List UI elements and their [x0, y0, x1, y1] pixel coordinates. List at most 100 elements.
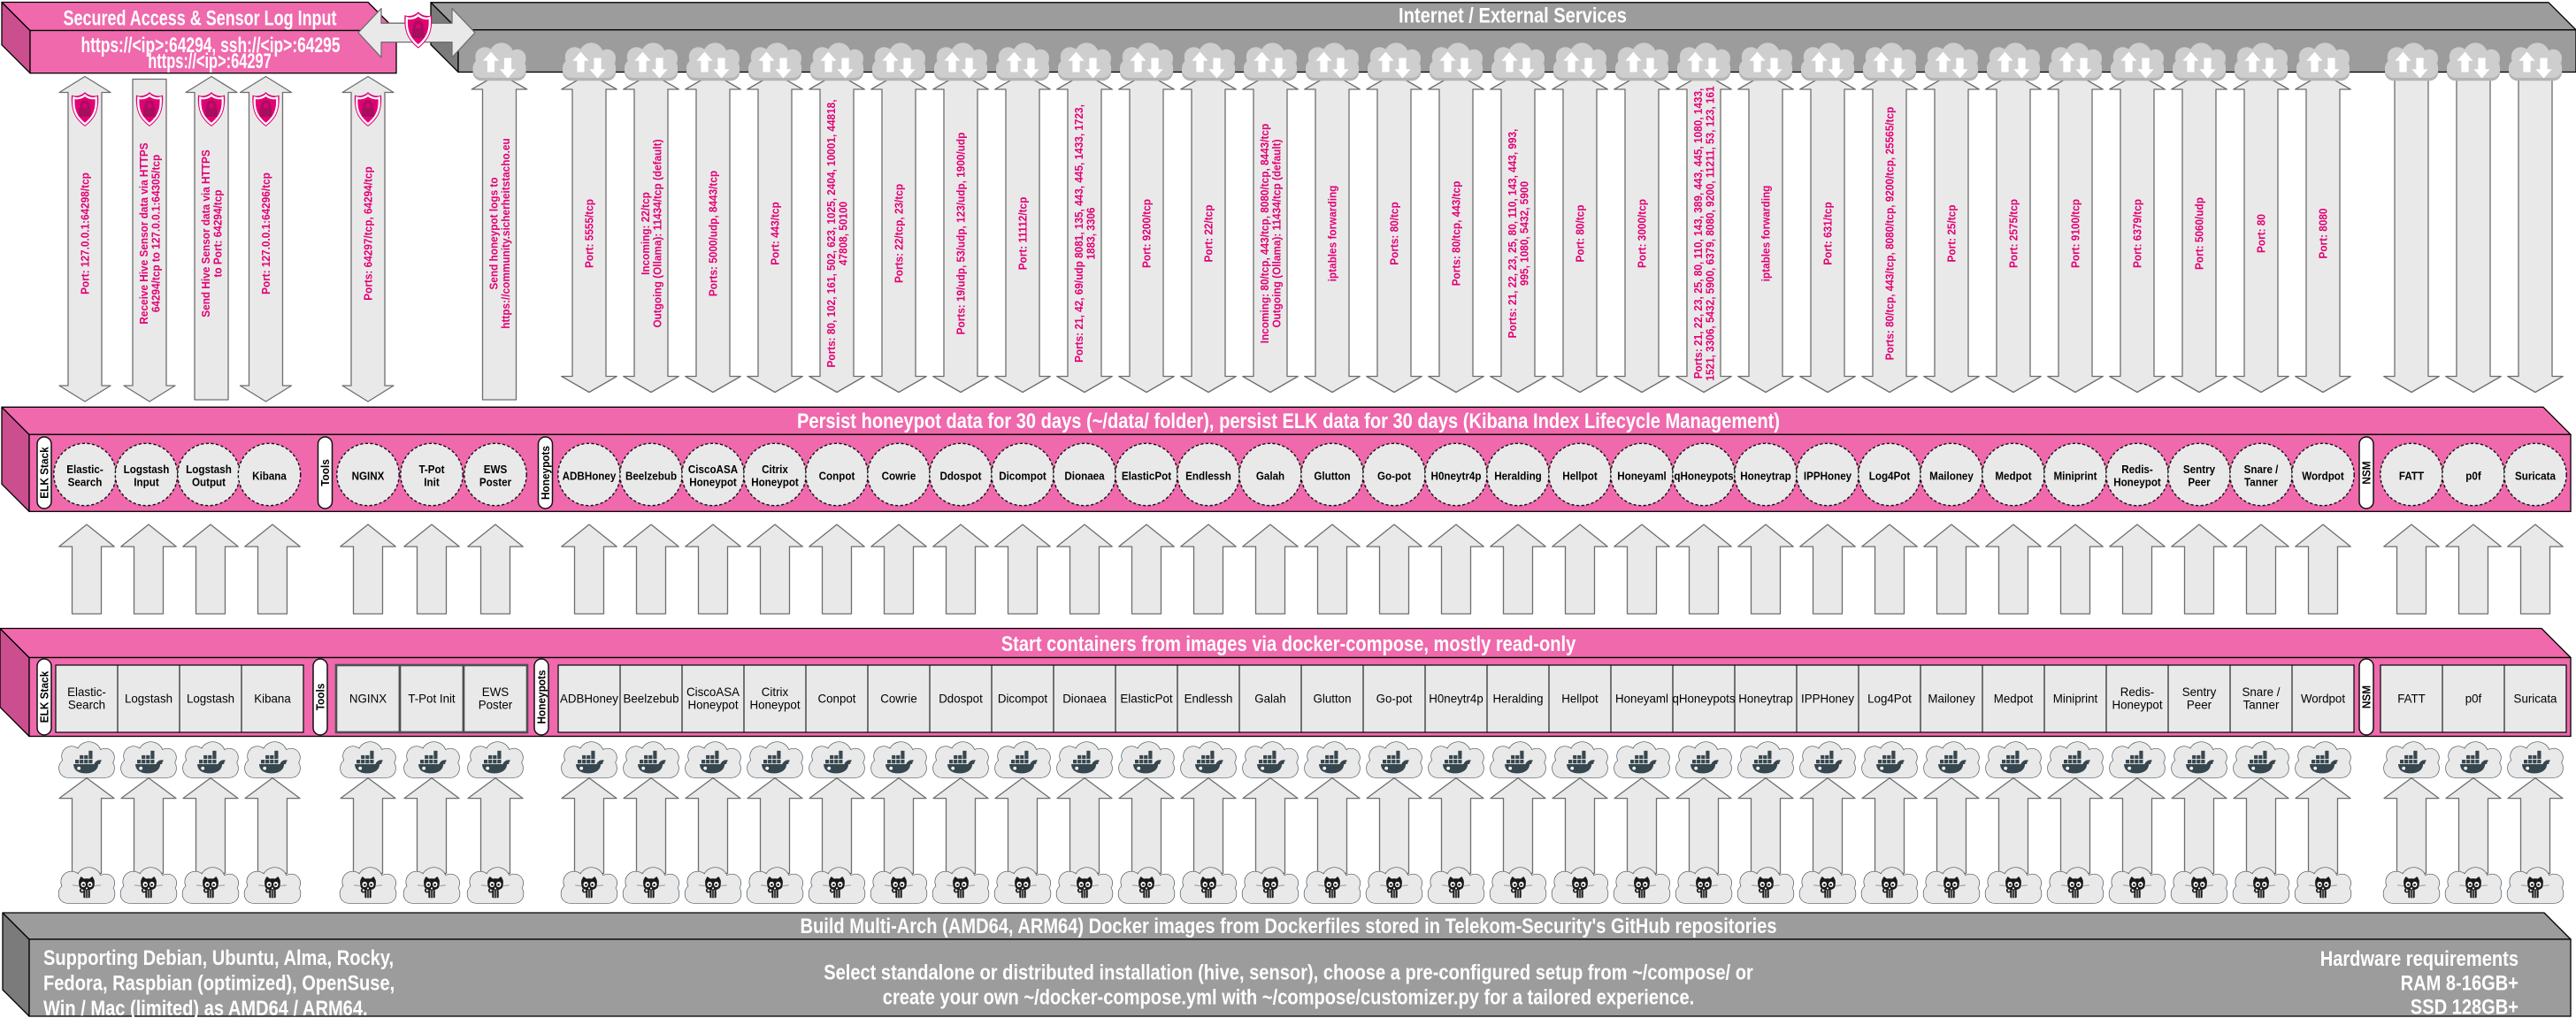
svg-text:Kibana: Kibana: [254, 691, 291, 705]
svg-text:Honeytrap: Honeytrap: [1740, 470, 1791, 482]
svg-text:Poster: Poster: [479, 698, 513, 712]
svg-text:ADBHoney: ADBHoney: [560, 691, 618, 705]
svg-text:T-Pot Init: T-Pot Init: [408, 691, 455, 705]
svg-text:Port: 11112/tcp: Port: 11112/tcp: [1016, 197, 1030, 271]
svg-text:Heralding: Heralding: [1493, 691, 1544, 705]
svg-text:Port: 9100/tcp: Port: 9100/tcp: [2069, 199, 2082, 268]
svg-text:Suricata: Suricata: [2515, 470, 2557, 482]
svg-text:iptables forwarding: iptables forwarding: [1760, 186, 1773, 282]
svg-text:Win / Mac (limited) as AMD64 /: Win / Mac (limited) as AMD64 / ARM64.: [43, 997, 368, 1018]
svg-text:Port: 3000/tcp: Port: 3000/tcp: [1636, 199, 1649, 268]
svg-text:Supporting Debian, Ubuntu, Alm: Supporting Debian, Ubuntu, Alma, Rocky,: [43, 946, 394, 970]
svg-text:47808, 50100: 47808, 50100: [836, 202, 849, 265]
svg-text:Redis-: Redis-: [2120, 685, 2155, 699]
svg-text:Hellpot: Hellpot: [1561, 691, 1598, 705]
svg-text:ADBHoney: ADBHoney: [563, 470, 617, 482]
svg-text:Port: 443/tcp: Port: 443/tcp: [769, 202, 782, 264]
svg-text:p0f: p0f: [2465, 470, 2481, 482]
svg-text:Internet / External Services: Internet / External Services: [1399, 4, 1627, 28]
svg-text:Citrix: Citrix: [762, 685, 788, 699]
svg-text:Ports: 5000/udp, 8443/tcp: Ports: 5000/udp, 8443/tcp: [707, 171, 720, 296]
svg-text:T-Pot: T-Pot: [418, 463, 445, 476]
svg-text:Honeypot: Honeypot: [751, 477, 799, 489]
svg-text:CiscoASA: CiscoASA: [688, 463, 738, 476]
svg-text:Honeypots: Honeypots: [539, 446, 552, 500]
svg-text:Honeypot: Honeypot: [749, 698, 800, 712]
svg-text:NGINX: NGINX: [352, 470, 385, 482]
svg-text:Fedora, Raspbian (optimized),: Fedora, Raspbian (optimized), OpenSuse,: [43, 972, 395, 996]
svg-text:Snare /: Snare /: [2244, 463, 2279, 476]
svg-text:https://<ip>:64297: https://<ip>:64297: [148, 50, 272, 73]
svg-text:Port: 5555/tcp: Port: 5555/tcp: [583, 199, 596, 268]
svg-text:Go-pot: Go-pot: [1376, 691, 1413, 705]
svg-text:Port: 127.0.0.1:64298/tcp: Port: 127.0.0.1:64298/tcp: [79, 172, 92, 295]
svg-text:Hellpot: Hellpot: [1562, 470, 1598, 482]
svg-text:Outgoing (Ollama): 11434/tcp (: Outgoing (Ollama): 11434/tcp (default): [1269, 140, 1283, 328]
svg-text:https://community.sicherheitst: https://community.sicherheitstacho.eu: [499, 138, 512, 328]
svg-text:Init: Init: [424, 477, 440, 489]
svg-text:Ports: 22/tcp, 23/tcp: Ports: 22/tcp, 23/tcp: [893, 184, 906, 283]
svg-text:Port: 2575/tcp: Port: 2575/tcp: [2007, 199, 2020, 268]
svg-text:Port: 22/tcp: Port: 22/tcp: [1202, 204, 1215, 262]
svg-text:Mailoney: Mailoney: [1929, 470, 1974, 482]
svg-text:Build Multi-Arch (AMD64, ARM64: Build Multi-Arch (AMD64, ARM64) Docker i…: [801, 915, 1777, 938]
svg-text:Miniprint: Miniprint: [2053, 470, 2097, 482]
svg-text:Glutton: Glutton: [1314, 691, 1352, 705]
svg-text:Ports: 80/tcp, 443/tcp, 8080/t: Ports: 80/tcp, 443/tcp, 8080/tcp, 9200/t…: [1883, 107, 1897, 361]
svg-text:Secured Access & Sensor Log In: Secured Access & Sensor Log Input: [64, 7, 337, 31]
svg-text:Wordpot: Wordpot: [2302, 470, 2344, 482]
svg-text:ELK Stack: ELK Stack: [38, 447, 51, 499]
svg-text:Wordpot: Wordpot: [2301, 691, 2345, 705]
svg-text:Log4Pot: Log4Pot: [1869, 470, 1911, 482]
svg-text:Port: 9200/tcp: Port: 9200/tcp: [1140, 199, 1154, 268]
svg-text:RAM 8-16GB+: RAM 8-16GB+: [2401, 971, 2518, 995]
svg-text:Output: Output: [192, 477, 226, 489]
svg-text:Send Hive Sensor data via HTTP: Send Hive Sensor data via HTTPS: [199, 149, 212, 318]
svg-text:IPPHoney: IPPHoney: [1801, 691, 1854, 705]
svg-text:Poster: Poster: [479, 477, 511, 489]
svg-text:Peer: Peer: [2187, 698, 2212, 712]
svg-text:Incoming: 80/tcp, 443/tcp, 808: Incoming: 80/tcp, 443/tcp, 8080/tcp, 844…: [1258, 124, 1271, 343]
svg-text:Medpot: Medpot: [1995, 470, 2032, 482]
svg-text:Hardware requirements: Hardware requirements: [2320, 947, 2518, 971]
svg-text:Peer: Peer: [2188, 477, 2210, 489]
svg-text:p0f: p0f: [2465, 691, 2482, 705]
svg-text:Port: 6379/tcp: Port: 6379/tcp: [2131, 199, 2144, 268]
svg-text:Tanner: Tanner: [2243, 698, 2280, 712]
svg-text:Cowrie: Cowrie: [882, 470, 916, 482]
svg-text:to Port: 64294/tcp: to Port: 64294/tcp: [211, 189, 224, 277]
svg-text:64294/tcp to 127.0.0.1:64305/t: 64294/tcp to 127.0.0.1:64305/tcp: [149, 155, 162, 312]
svg-text:ElasticPot: ElasticPot: [1120, 691, 1172, 705]
svg-text:create your own ~/docker-compo: create your own ~/docker-compose.yml wit…: [883, 986, 1694, 1010]
svg-text:Honeyaml: Honeyaml: [1617, 470, 1667, 482]
svg-text:Kibana: Kibana: [252, 470, 288, 482]
svg-text:1521, 3306, 5432, 5900, 6379,: 1521, 3306, 5432, 5900, 6379, 8080, 9200…: [1703, 86, 1716, 380]
svg-text:https://<ip>:64294, ssh://<ip>: https://<ip>:64294, ssh://<ip>:64295: [81, 34, 341, 57]
svg-text:Port: 80/tcp: Port: 80/tcp: [1574, 204, 1587, 262]
svg-text:Dionaea: Dionaea: [1064, 470, 1105, 482]
svg-text:Log4Pot: Log4Pot: [1867, 691, 1912, 705]
svg-text:1883, 3306: 1883, 3306: [1084, 208, 1097, 260]
svg-text:Elastic-: Elastic-: [66, 463, 103, 476]
svg-text:Start containers from images v: Start containers from images via docker-…: [1001, 632, 1576, 656]
svg-text:Port: 25/tcp: Port: 25/tcp: [1945, 204, 1959, 262]
svg-text:FATT: FATT: [2399, 470, 2425, 482]
svg-text:Galah: Galah: [1254, 691, 1286, 705]
svg-text:Suricata: Suricata: [2514, 691, 2557, 705]
svg-text:Ddospot: Ddospot: [939, 470, 982, 482]
svg-text:Honeytrap: Honeytrap: [1738, 691, 1793, 705]
svg-text:Ports: 80, 102, 161, 502, 623,: Ports: 80, 102, 161, 502, 623, 1025, 240…: [824, 100, 838, 368]
svg-text:Search: Search: [68, 698, 105, 712]
svg-text:H0neytr4p: H0neytr4p: [1431, 470, 1482, 482]
svg-text:iptables forwarding: iptables forwarding: [1326, 186, 1339, 282]
svg-text:Redis-: Redis-: [2121, 463, 2153, 476]
svg-text:Honeyaml: Honeyaml: [1615, 691, 1668, 705]
svg-text:Honeypots: Honeypots: [535, 670, 548, 724]
svg-text:Port: 80: Port: 80: [2255, 214, 2268, 253]
svg-text:Ddospot: Ddospot: [939, 691, 983, 705]
svg-text:Dionaea: Dionaea: [1062, 691, 1107, 705]
svg-text:CiscoASA: CiscoASA: [686, 685, 740, 699]
svg-text:Logstash: Logstash: [187, 691, 234, 705]
svg-text:Ports: 21, 22, 23, 25, 80, 110: Ports: 21, 22, 23, 25, 80, 110, 143, 443…: [1506, 129, 1519, 339]
svg-text:ELK Stack: ELK Stack: [38, 670, 51, 723]
